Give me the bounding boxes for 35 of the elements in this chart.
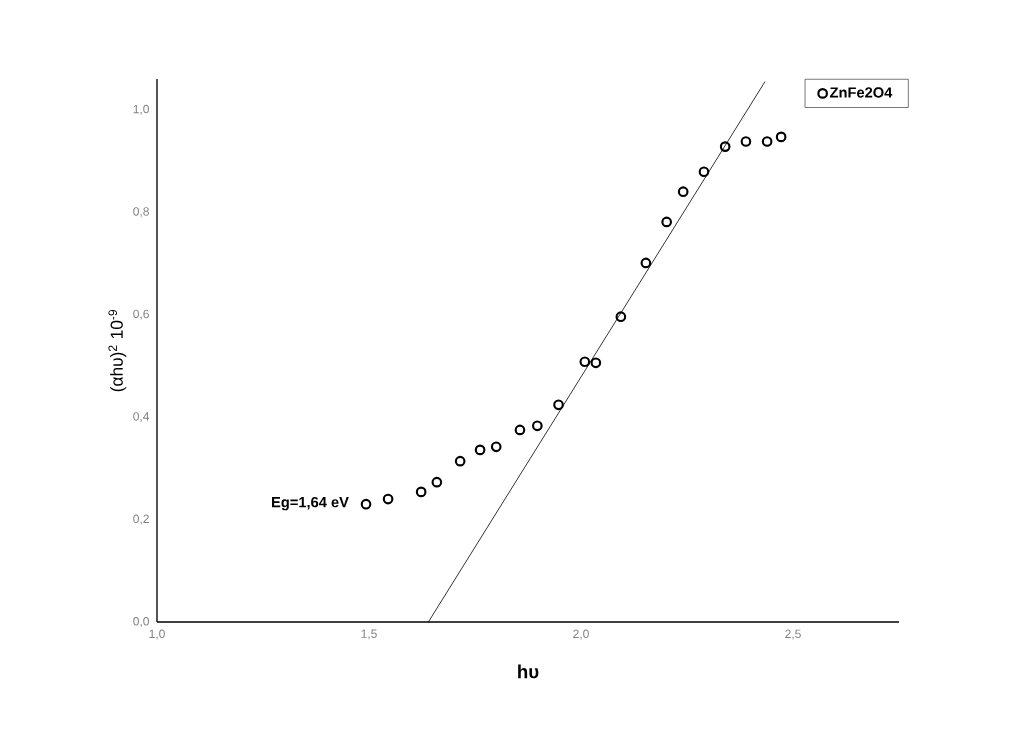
y-tick-label: 0,2	[133, 514, 149, 525]
y-tick-label: 1,0	[133, 104, 149, 115]
point	[553, 399, 564, 411]
point	[431, 476, 443, 488]
point	[740, 136, 752, 147]
y-tick-label: 0,0	[133, 617, 149, 627]
point	[640, 257, 652, 269]
point	[382, 493, 394, 505]
point	[531, 420, 543, 432]
point	[474, 444, 486, 456]
y-tick-label: 0,8	[133, 207, 149, 218]
point	[490, 441, 502, 453]
y-tick-label: 0,6	[133, 309, 149, 320]
point	[454, 455, 466, 467]
x-axis-title: hυ	[518, 664, 539, 679]
point	[590, 357, 602, 369]
x-tick-label: 1,5	[361, 629, 377, 640]
x-tick-label: 1,0	[149, 629, 165, 640]
point	[761, 136, 773, 147]
point	[360, 498, 372, 510]
point	[579, 356, 591, 368]
annotation: Eg=1,64 eV	[272, 496, 349, 511]
point	[719, 141, 731, 152]
y-axis-title: (αhυ)$^{2}$ 10$^{-9}$	[108, 309, 127, 392]
point	[661, 216, 672, 228]
x-tick-label: 2,0	[573, 629, 589, 640]
legend-label: ZnFe2O4	[830, 87, 893, 98]
point	[615, 311, 627, 323]
point	[775, 131, 787, 143]
point	[415, 486, 427, 498]
y-tick-label: 0,4	[133, 412, 150, 423]
point	[677, 186, 689, 198]
x-tick-label: 2,5	[785, 629, 801, 640]
point	[698, 166, 710, 178]
point	[514, 424, 526, 436]
